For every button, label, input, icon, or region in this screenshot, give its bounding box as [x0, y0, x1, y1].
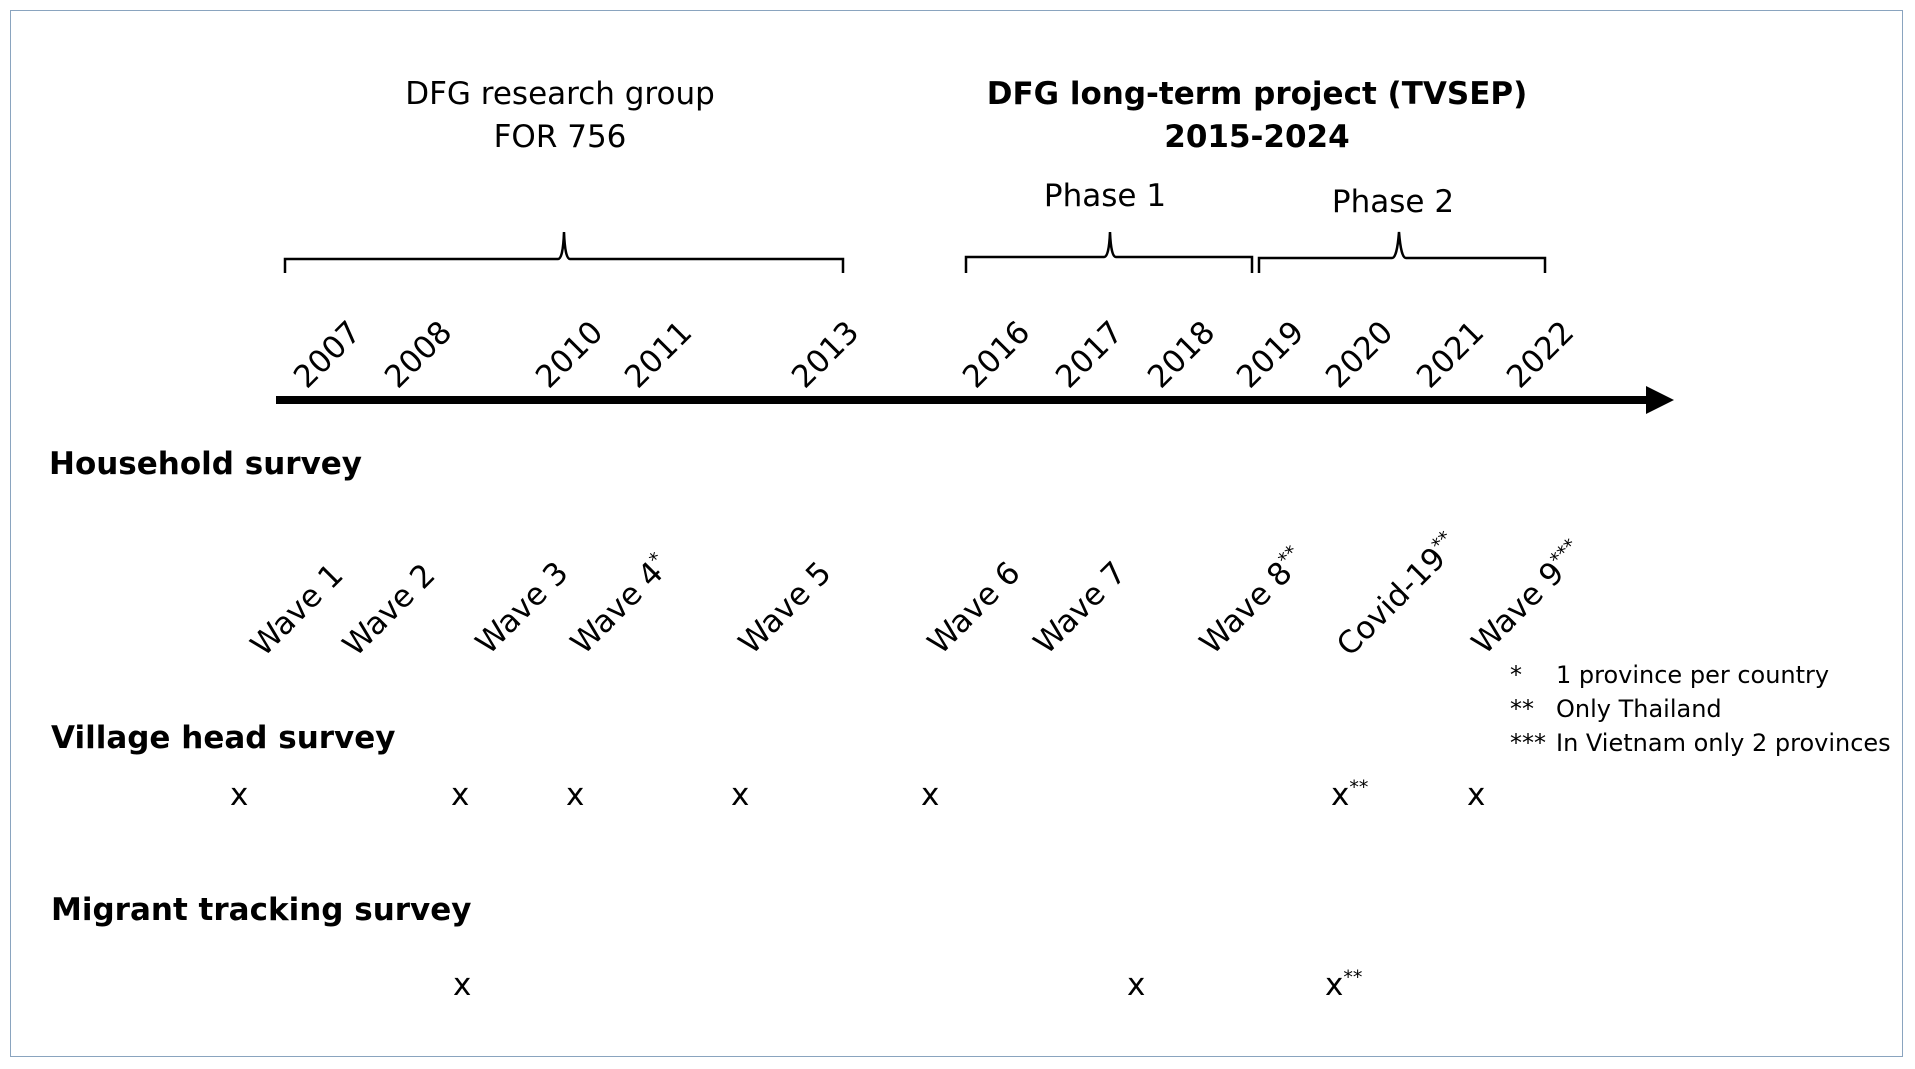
phase-2-label: Phase 2 [1331, 184, 1455, 220]
research-group-line1: DFG research group [405, 76, 715, 112]
migrant-survey-mark: x** [1325, 966, 1363, 1003]
footnote-item: * 1 province per country [1510, 661, 1830, 689]
long-term-project-title: DFG long-term project (TVSEP) 2015-2024 [987, 73, 1528, 159]
phase-1-label: Phase 1 [1043, 178, 1167, 214]
bracket-phase-2 [1257, 231, 1547, 273]
migrant-survey-mark: x [1127, 967, 1146, 1003]
long-term-project-line1: DFG long-term project (TVSEP) [986, 76, 1528, 112]
footnote-item: ** Only Thailand [1510, 695, 1722, 723]
bracket-phase-1 [964, 231, 1254, 273]
migrant-survey-mark: x [453, 967, 472, 1003]
research-group-title: DFG research group FOR 756 [405, 73, 715, 159]
footnote-legend: * 1 province per country ** Only Thailand … [1510, 658, 1891, 760]
migrant-tracking-survey-heading: Migrant tracking survey [51, 892, 472, 928]
village-survey-mark: x [230, 777, 249, 813]
diagram-frame [10, 10, 1903, 1057]
timeline-arrow-head [1646, 386, 1674, 414]
village-survey-mark: x [1467, 777, 1486, 813]
bracket-research-group [283, 231, 845, 273]
household-survey-heading: Household survey [49, 446, 363, 482]
village-head-survey-heading: Village head survey [51, 720, 396, 756]
village-survey-mark: x** [1331, 776, 1369, 813]
village-survey-mark: x [921, 777, 940, 813]
footnote-item: *** In Vietnam only 2 provinces [1510, 729, 1891, 757]
village-survey-mark: x [731, 777, 750, 813]
long-term-project-line2: 2015-2024 [1164, 119, 1350, 155]
village-survey-mark: x [566, 777, 585, 813]
village-survey-mark: x [451, 777, 470, 813]
research-group-line2: FOR 756 [493, 119, 627, 155]
